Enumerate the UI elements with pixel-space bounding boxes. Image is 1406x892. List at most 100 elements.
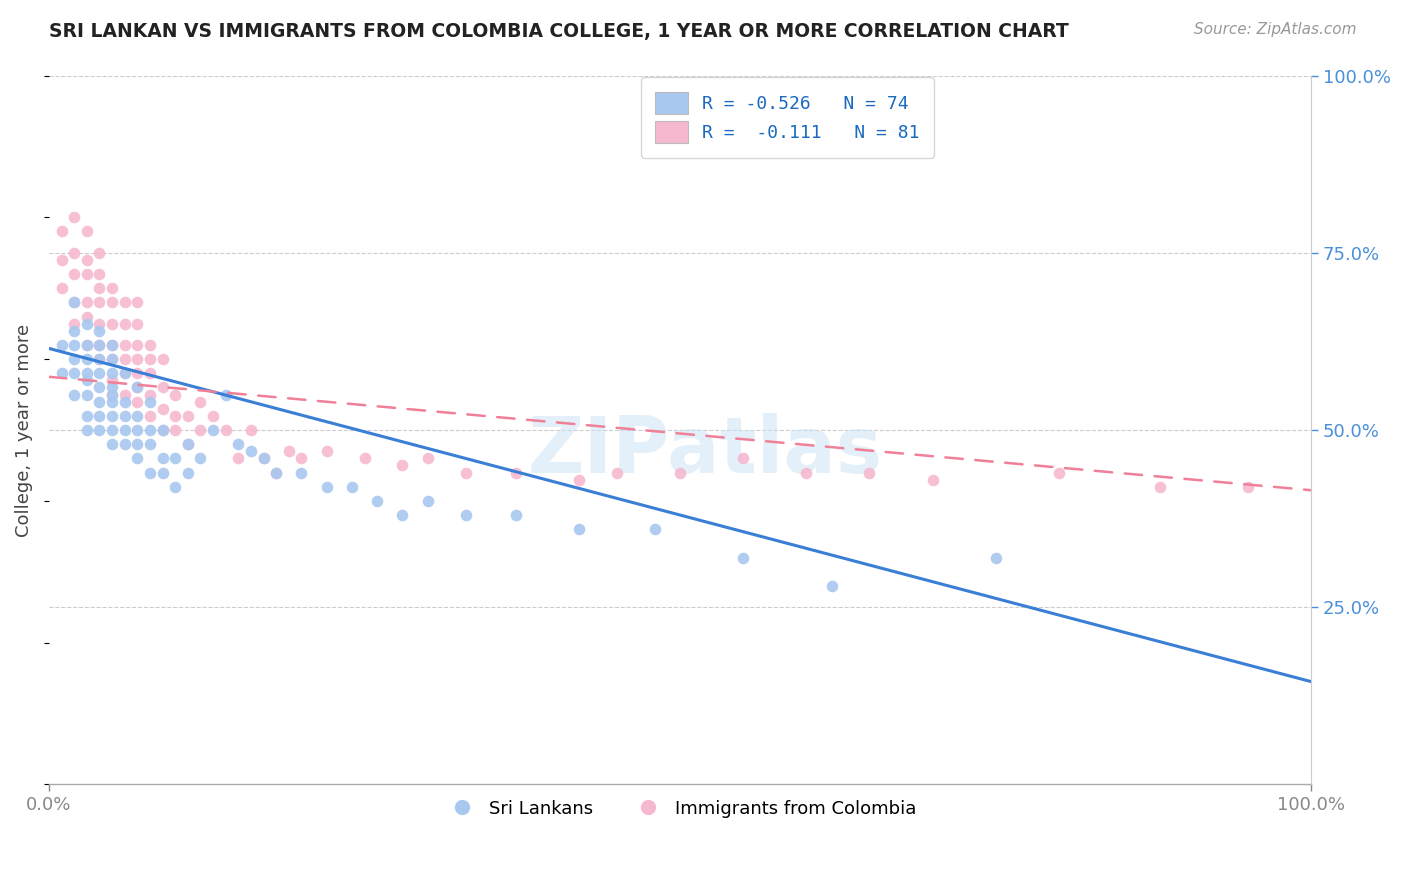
Point: [101, 387, 124, 401]
Point: [606, 466, 628, 480]
Point: [127, 409, 149, 423]
Point: [63, 352, 86, 367]
Point: [101, 437, 124, 451]
Point: [1047, 466, 1070, 480]
Point: [89, 394, 111, 409]
Point: [101, 373, 124, 387]
Point: [165, 480, 187, 494]
Point: [177, 437, 200, 451]
Point: [366, 494, 388, 508]
Point: [733, 550, 755, 565]
Point: [76, 252, 98, 267]
Point: [127, 451, 149, 466]
Point: [89, 352, 111, 367]
Point: [89, 366, 111, 380]
Point: [127, 394, 149, 409]
Point: [114, 352, 136, 367]
Point: [190, 451, 212, 466]
Point: [76, 387, 98, 401]
Point: [177, 466, 200, 480]
Point: [114, 317, 136, 331]
Point: [127, 423, 149, 437]
Point: [89, 295, 111, 310]
Point: [252, 451, 274, 466]
Point: [89, 324, 111, 338]
Point: [101, 317, 124, 331]
Point: [114, 366, 136, 380]
Point: [644, 522, 666, 536]
Y-axis label: College, 1 year or more: College, 1 year or more: [15, 324, 32, 536]
Point: [152, 423, 174, 437]
Point: [76, 423, 98, 437]
Point: [127, 380, 149, 394]
Point: [139, 394, 162, 409]
Point: [76, 317, 98, 331]
Point: [669, 466, 692, 480]
Point: [152, 380, 174, 394]
Point: [454, 466, 477, 480]
Point: [101, 423, 124, 437]
Point: [177, 437, 200, 451]
Point: [505, 508, 527, 522]
Point: [101, 338, 124, 352]
Point: [63, 366, 86, 380]
Point: [290, 466, 312, 480]
Point: [114, 387, 136, 401]
Point: [139, 437, 162, 451]
Point: [51, 281, 73, 295]
Point: [139, 366, 162, 380]
Point: [340, 480, 363, 494]
Point: [202, 409, 225, 423]
Point: [165, 409, 187, 423]
Point: [190, 423, 212, 437]
Point: [51, 338, 73, 352]
Point: [63, 211, 86, 225]
Point: [114, 366, 136, 380]
Point: [51, 366, 73, 380]
Point: [239, 423, 262, 437]
Point: [139, 352, 162, 367]
Point: [391, 458, 413, 473]
Point: [277, 444, 299, 458]
Point: [76, 373, 98, 387]
Point: [454, 508, 477, 522]
Point: [114, 409, 136, 423]
Point: [63, 387, 86, 401]
Point: [101, 380, 124, 394]
Point: [76, 366, 98, 380]
Point: [1237, 480, 1260, 494]
Point: [63, 267, 86, 281]
Point: [63, 295, 86, 310]
Point: [101, 338, 124, 352]
Point: [733, 451, 755, 466]
Point: [76, 409, 98, 423]
Point: [76, 295, 98, 310]
Point: [63, 295, 86, 310]
Point: [416, 494, 439, 508]
Point: [101, 352, 124, 367]
Point: [152, 352, 174, 367]
Point: [139, 409, 162, 423]
Point: [152, 466, 174, 480]
Point: [353, 451, 375, 466]
Point: [89, 338, 111, 352]
Point: [226, 437, 249, 451]
Point: [89, 245, 111, 260]
Point: [315, 444, 337, 458]
Point: [63, 324, 86, 338]
Point: [239, 444, 262, 458]
Point: [165, 387, 187, 401]
Point: [127, 366, 149, 380]
Point: [89, 409, 111, 423]
Point: [101, 387, 124, 401]
Point: [127, 338, 149, 352]
Point: [139, 423, 162, 437]
Point: [114, 437, 136, 451]
Point: [76, 338, 98, 352]
Point: [264, 466, 287, 480]
Point: [794, 466, 817, 480]
Point: [76, 310, 98, 324]
Point: [89, 281, 111, 295]
Point: [101, 295, 124, 310]
Point: [114, 394, 136, 409]
